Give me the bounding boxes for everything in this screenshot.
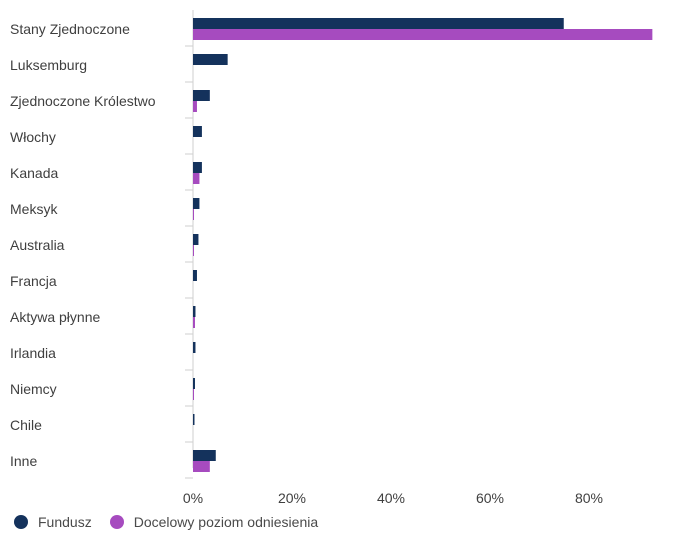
fund-bar (193, 450, 216, 461)
fund-bar (193, 306, 196, 317)
fund-bar (193, 162, 202, 173)
legend-label-series-1: Fundusz (38, 514, 92, 530)
fund-bar (193, 18, 564, 29)
category-label: Australia (10, 237, 65, 253)
legend-item-series-2: Docelowy poziom odniesienia (109, 514, 319, 530)
fund-bar (193, 198, 200, 209)
fund-bar (193, 234, 199, 245)
x-tick-label: 20% (278, 490, 306, 506)
category-label: Inne (10, 453, 37, 469)
fund-bar (193, 270, 197, 281)
x-tick-label: 60% (476, 490, 504, 506)
category-label: Stany Zjednoczone (10, 21, 130, 37)
x-tick-label: 40% (377, 490, 405, 506)
category-label: Zjednoczone Królestwo (10, 93, 156, 109)
category-label: Irlandia (10, 345, 56, 361)
category-label: Meksyk (10, 201, 58, 217)
legend-item-series-1: Fundusz (14, 514, 92, 530)
fund-bar (193, 126, 202, 137)
category-label: Francja (10, 273, 57, 289)
category-label: Kanada (10, 165, 58, 181)
category-label: Niemcy (10, 381, 57, 397)
category-label: Luksemburg (10, 57, 87, 73)
legend-swatch-series-2 (109, 515, 124, 529)
benchmark-bar (193, 461, 210, 472)
benchmark-bar (193, 173, 200, 184)
legend-label-series-2: Docelowy poziom odniesienia (133, 514, 319, 530)
benchmark-bar (193, 317, 195, 328)
legend: Fundusz Docelowy poziom odniesienia (14, 514, 318, 530)
category-label: Chile (10, 417, 42, 433)
benchmark-bar (193, 245, 194, 256)
benchmark-bar (193, 101, 197, 112)
x-tick-label: 80% (575, 490, 603, 506)
fund-bar (193, 378, 195, 389)
benchmark-bar (193, 389, 194, 400)
category-label: Włochy (10, 129, 56, 145)
fund-bar (193, 90, 210, 101)
category-label: Aktywa płynne (10, 309, 100, 325)
fund-bar (193, 342, 196, 353)
legend-swatch-series-1 (14, 515, 28, 529)
fund-bar (193, 54, 228, 65)
benchmark-bar (193, 29, 653, 40)
benchmark-bar (193, 209, 194, 220)
x-tick-label: 0% (183, 490, 203, 506)
fund-bar (193, 414, 195, 425)
